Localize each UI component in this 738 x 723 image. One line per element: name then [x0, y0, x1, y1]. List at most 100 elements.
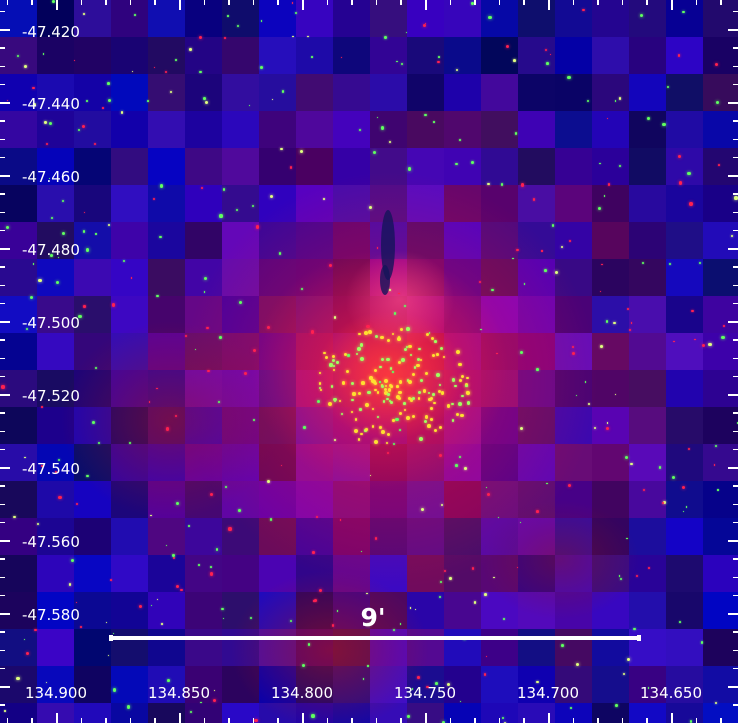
axis-tick — [0, 613, 10, 615]
image-tile — [407, 37, 444, 74]
star — [333, 316, 337, 319]
image-tile — [185, 148, 222, 185]
star — [439, 346, 444, 350]
star — [376, 247, 379, 250]
star — [351, 382, 355, 386]
star — [614, 394, 617, 396]
image-tile — [629, 555, 666, 592]
axis-tick — [728, 467, 738, 469]
star — [560, 644, 564, 647]
axis-tick — [80, 0, 83, 5]
star — [459, 700, 461, 703]
star — [312, 551, 315, 554]
image-tile — [222, 518, 259, 555]
axis-tick — [733, 156, 738, 159]
star — [536, 510, 539, 514]
star — [199, 70, 202, 74]
image-tile — [444, 37, 481, 74]
image-tile — [37, 111, 74, 148]
star — [41, 406, 43, 408]
star — [365, 592, 368, 595]
star — [301, 663, 305, 667]
image-tile — [148, 666, 185, 703]
axis-tick — [0, 649, 5, 651]
star — [83, 305, 86, 308]
star — [734, 196, 738, 200]
image-tile — [0, 592, 37, 629]
image-tile — [333, 666, 370, 703]
star — [260, 20, 263, 23]
star — [34, 628, 37, 632]
axis-tick — [0, 412, 5, 414]
star — [16, 54, 20, 58]
star — [380, 335, 384, 340]
image-tile — [481, 37, 518, 74]
star — [598, 206, 602, 210]
star — [391, 371, 394, 374]
axis-tick — [351, 0, 353, 5]
axis-tick — [80, 718, 83, 723]
star — [379, 425, 382, 429]
star — [102, 107, 105, 109]
image-tile — [555, 296, 592, 333]
image-tile — [111, 592, 148, 629]
image-tile — [333, 111, 370, 148]
star — [209, 493, 213, 497]
image-tile — [629, 259, 666, 296]
star — [416, 357, 420, 361]
star — [375, 334, 379, 338]
star — [407, 379, 412, 384]
star — [380, 126, 385, 130]
image-tile — [0, 370, 37, 407]
image-tile — [481, 407, 518, 444]
image-tile — [666, 222, 703, 259]
star — [352, 392, 356, 396]
image-tile — [37, 259, 74, 296]
star — [678, 181, 682, 185]
axis-tick — [733, 503, 738, 505]
star — [581, 8, 585, 12]
image-tile — [222, 222, 259, 259]
star — [55, 280, 59, 285]
star — [360, 432, 363, 435]
star — [48, 178, 50, 180]
image-tile — [148, 296, 185, 333]
star — [315, 515, 319, 518]
star — [228, 527, 232, 531]
image-tile — [703, 0, 738, 37]
axis-tick — [728, 29, 738, 31]
y-tick-label: -47.580 — [22, 606, 80, 624]
image-tile — [592, 148, 629, 185]
image-tile — [222, 370, 259, 407]
star — [372, 150, 377, 154]
image-tile — [592, 185, 629, 222]
image-tile — [259, 629, 296, 666]
star — [58, 495, 62, 500]
axis-tick — [449, 0, 452, 5]
image-tile — [407, 444, 444, 481]
star — [266, 479, 270, 483]
axis-tick — [252, 718, 255, 723]
axis-tick — [728, 248, 738, 250]
image-tile — [481, 555, 518, 592]
axis-tick — [0, 47, 5, 49]
axis-tick — [733, 357, 738, 359]
star — [388, 400, 391, 403]
star — [176, 501, 180, 505]
image-tile — [481, 148, 518, 185]
image-tile — [148, 0, 185, 37]
star — [417, 676, 420, 680]
image-tile — [481, 518, 518, 555]
star — [669, 263, 671, 266]
image-tile — [444, 74, 481, 111]
image-tile — [666, 259, 703, 296]
image-tile — [333, 296, 370, 333]
star — [86, 474, 89, 477]
star — [516, 566, 519, 568]
star — [458, 401, 463, 406]
axis-tick — [733, 558, 738, 560]
image-tile — [703, 148, 738, 185]
star — [336, 610, 339, 612]
star — [160, 184, 164, 188]
